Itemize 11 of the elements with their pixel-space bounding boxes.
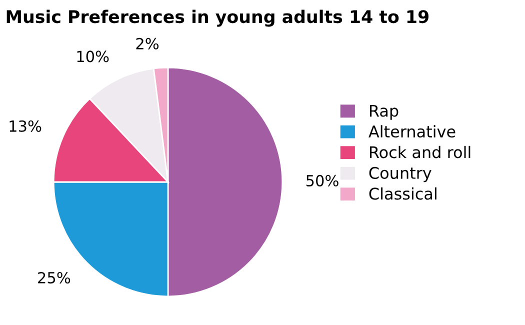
legend-label: Country xyxy=(369,166,432,182)
data-label: 50% xyxy=(306,174,338,186)
data-label: 2% xyxy=(136,38,159,50)
legend-label: Rap xyxy=(370,104,398,120)
data-label: 25% xyxy=(38,272,70,284)
legend-label: Classical xyxy=(369,187,436,200)
data-label: 10% xyxy=(77,50,109,62)
chart-title: Music Preferences in young adults 14 to 19 xyxy=(6,10,428,27)
legend-label: Alternative xyxy=(368,125,456,138)
legend-label: Rock and roll xyxy=(370,146,470,158)
data-label: 13% xyxy=(10,120,42,132)
